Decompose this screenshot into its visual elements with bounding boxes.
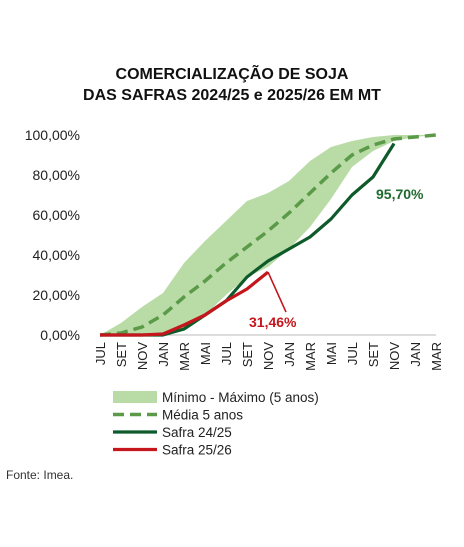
annotation-label-2526: 31,46% — [249, 314, 297, 330]
y-tick-label: 60,00% — [33, 207, 80, 223]
chart-title: COMERCIALIZAÇÃO DE SOJA DAS SAFRAS 2024/… — [0, 64, 464, 106]
x-tick-label: JAN — [282, 342, 297, 367]
y-tick-label: 40,00% — [33, 247, 80, 263]
x-tick-label: NOV — [387, 342, 402, 371]
source-note: Fonte: Imea. — [6, 468, 74, 482]
legend-label: Safra 24/25 — [162, 425, 232, 440]
x-tick-label: JAN — [156, 342, 171, 367]
min-max-band — [100, 135, 436, 335]
y-tick-label: 100,00% — [25, 127, 80, 143]
x-tick-label: MAR — [177, 342, 192, 371]
x-tick-label: SET — [114, 342, 129, 367]
legend-label: Safra 25/26 — [162, 443, 232, 458]
legend-swatch-band — [113, 391, 157, 403]
x-tick-label: JUL — [345, 342, 360, 365]
annotation-label-2425: 95,70% — [376, 186, 424, 202]
y-tick-label: 80,00% — [33, 167, 80, 183]
x-tick-label: SET — [366, 342, 381, 367]
title-line-1: COMERCIALIZAÇÃO DE SOJA — [115, 66, 349, 83]
x-tick-label: MAI — [198, 342, 213, 365]
legend-label: Média 5 anos — [162, 408, 243, 423]
x-tick-label: NOV — [261, 342, 276, 371]
media-5-anos-line — [99, 133, 437, 337]
y-tick-label: 0,00% — [40, 327, 80, 343]
x-tick-label: MAI — [324, 342, 339, 365]
safra-2526-line — [100, 270, 270, 337]
annotation-leader-2526 — [267, 271, 287, 313]
annotation-leader-2425 — [371, 143, 395, 179]
x-tick-label: JAN — [408, 342, 423, 367]
x-tick-label: MAR — [429, 342, 444, 371]
x-tick-label: NOV — [135, 342, 150, 371]
x-tick-label: MAR — [303, 342, 318, 371]
y-tick-label: 20,00% — [33, 287, 80, 303]
legend-label: Mínimo - Máximo (5 anos) — [162, 390, 319, 405]
x-tick-label: JUL — [219, 342, 234, 365]
x-tick-label: JUL — [93, 342, 108, 365]
x-tick-label: SET — [240, 342, 255, 367]
title-line-2: DAS SAFRAS 2024/25 e 2025/26 EM MT — [83, 87, 381, 104]
